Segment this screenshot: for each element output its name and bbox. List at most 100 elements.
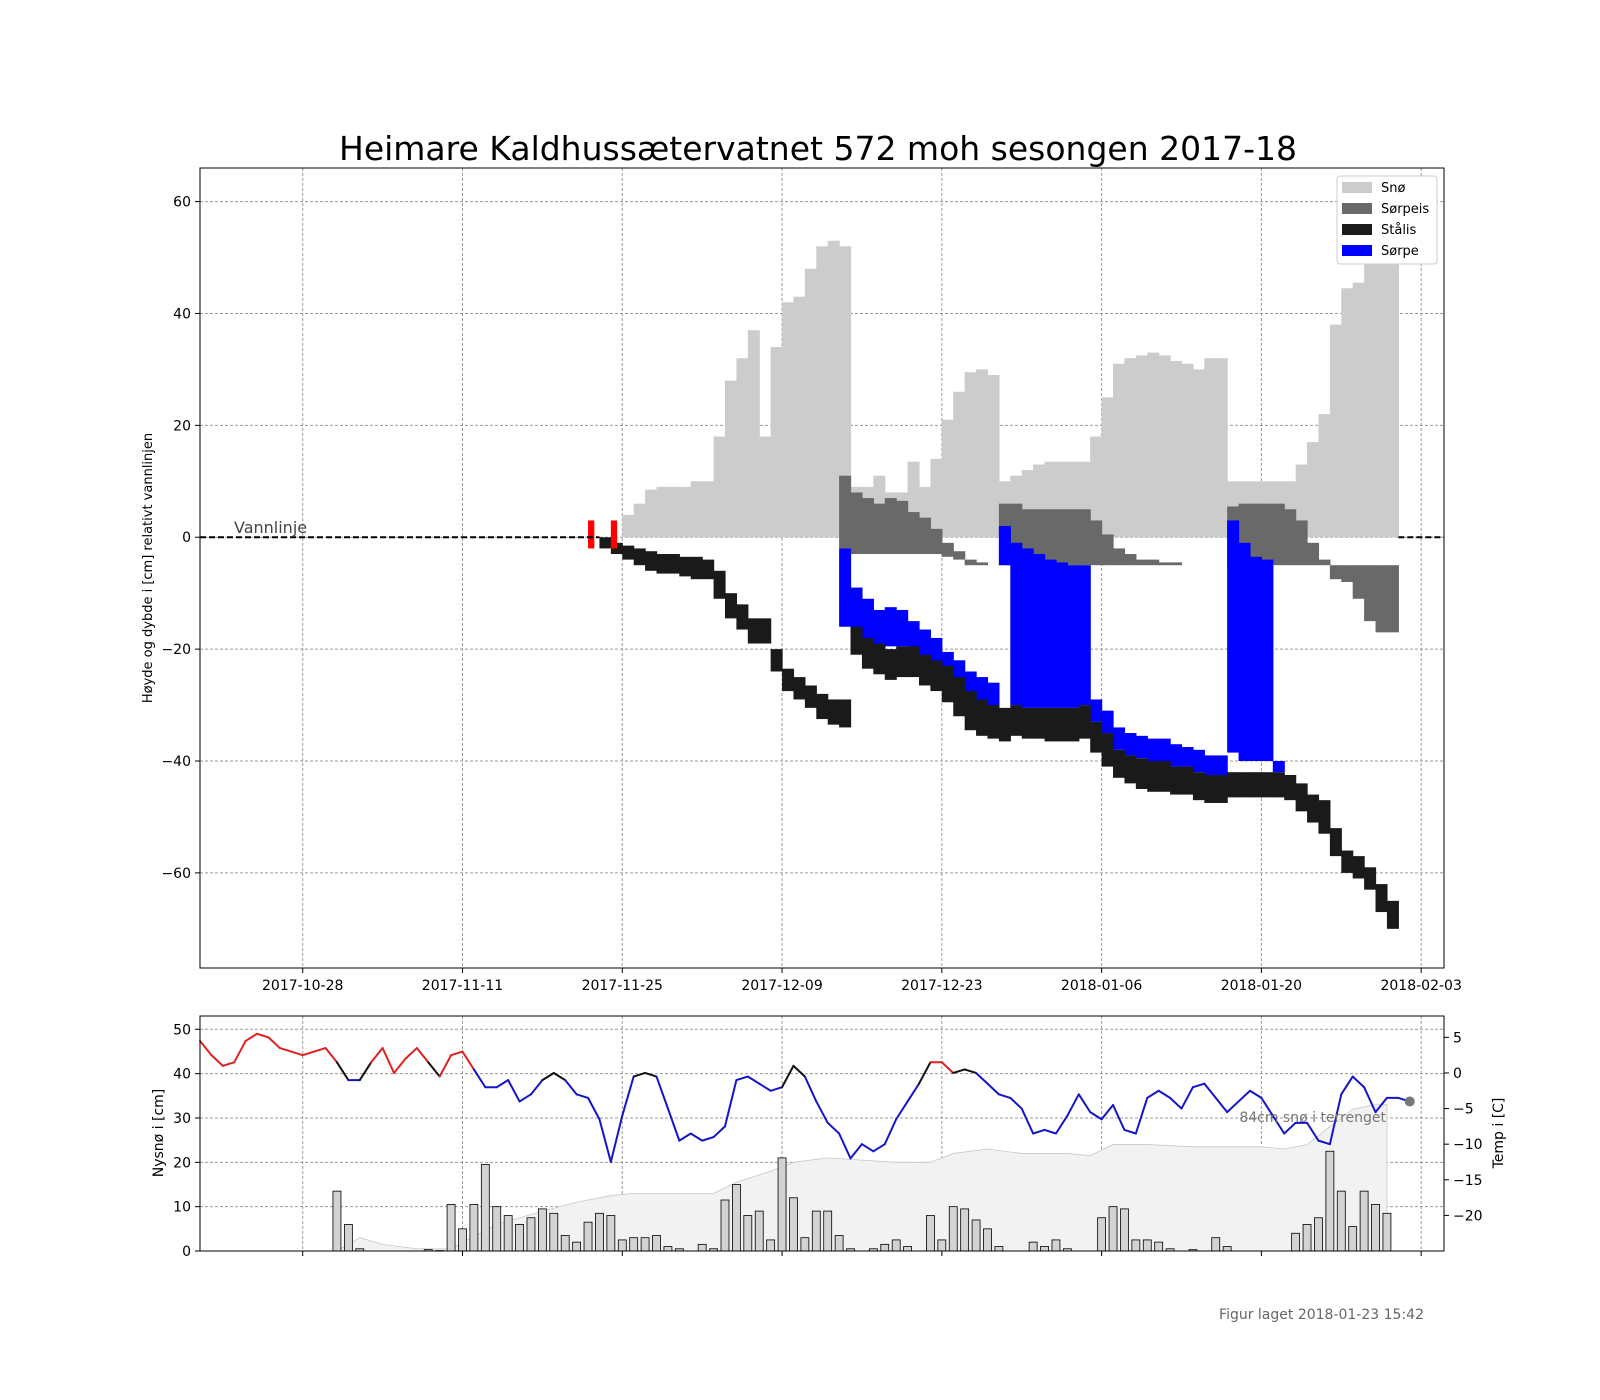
sørpe-bar [1204, 755, 1217, 775]
temperature-segment [1283, 1121, 1297, 1135]
stålis-bar [1192, 772, 1205, 801]
sørpeis-bar [1101, 534, 1114, 566]
temperature-segment [1374, 1096, 1388, 1114]
stålis-bar [804, 685, 817, 708]
new-snow-bar [1211, 1237, 1221, 1252]
temperature-segment [381, 1047, 396, 1074]
stålis-bar [1215, 774, 1228, 803]
snø-bar [1170, 361, 1183, 538]
snø-bar [770, 347, 783, 538]
temperature-segment [587, 1096, 601, 1121]
new-snow-bar [1120, 1208, 1129, 1252]
snø-bar [930, 458, 943, 538]
new-snow-bar [572, 1241, 582, 1252]
legend-label-sno: Snø [1381, 181, 1405, 196]
temperature-segment [267, 1036, 281, 1050]
sørpeis-bar [907, 512, 920, 555]
freeze-marker [610, 520, 618, 549]
temperature-segment [301, 1050, 316, 1057]
new-snow-bar [1108, 1206, 1118, 1252]
stålis-bar [633, 548, 646, 566]
snø-bar [702, 481, 715, 538]
sørpeis-bar [1295, 520, 1308, 566]
snø-bar [724, 380, 738, 538]
stålis-bar [1044, 707, 1057, 742]
temperature-segment [701, 1136, 715, 1142]
x-tick-label: 2018-02-03 [1380, 978, 1461, 994]
new-snow-bar [994, 1246, 1004, 1252]
new-snow-bar [663, 1246, 673, 1252]
temperature-segment [1134, 1096, 1149, 1135]
y-tick-label: 40 [173, 1067, 191, 1083]
temperature-segment [393, 1057, 407, 1074]
temperature-segment [518, 1093, 532, 1103]
sørpeis-bar [839, 475, 852, 549]
sørpe-bar [1272, 761, 1285, 773]
new-snow-bar [983, 1228, 992, 1252]
stålis-bar [793, 677, 806, 700]
sørpeis-bar [850, 492, 863, 555]
stålis-bar [1181, 766, 1194, 795]
y2-tick-label: −5 [1453, 1102, 1474, 1118]
new-snow-bar [823, 1210, 833, 1252]
snø-bar [987, 374, 1000, 538]
temperature-segment [1271, 1114, 1286, 1135]
snø-bar [1295, 464, 1308, 538]
snø-bar [827, 240, 840, 538]
sørpe-bar [884, 607, 897, 647]
snø-bar [1204, 358, 1217, 538]
snø-bar [690, 481, 703, 538]
new-snow-bar [948, 1206, 958, 1252]
temperature-segment [689, 1132, 704, 1142]
temperature-segment [415, 1047, 430, 1064]
temperature-segment [1146, 1089, 1160, 1099]
new-snow-bar [1028, 1241, 1038, 1252]
new-snow-bar [1040, 1246, 1049, 1252]
snø-bar [1375, 240, 1388, 538]
sørpeis-bar [1170, 562, 1183, 566]
new-snow-bar [1131, 1239, 1141, 1252]
figure-created-note: Figur laget 2018-01-23 15:42 [1219, 1307, 1424, 1323]
snø-bar [793, 296, 806, 538]
stålis-bar [1238, 772, 1251, 798]
temperature-segment [1351, 1075, 1366, 1089]
sørpe-bar [873, 609, 886, 650]
stålis-bar [1158, 761, 1171, 792]
new-snow-bar [606, 1215, 616, 1252]
snø-bar [667, 486, 680, 538]
sørpe-bar [1227, 520, 1240, 753]
new-snow-bar [458, 1228, 467, 1252]
weather-plot-frame [199, 1015, 1445, 1252]
temperature-segment [792, 1064, 806, 1078]
temperature-segment [621, 1075, 635, 1117]
temperature-segment [1191, 1082, 1206, 1089]
snø-bar [1124, 358, 1137, 538]
sørpeis-bar [1329, 565, 1342, 580]
new-snow-bar [971, 1219, 981, 1252]
stålis-bar [1307, 794, 1320, 823]
stålis-bar [1329, 828, 1342, 857]
new-snow-bar [480, 1164, 490, 1252]
new-snow-bar [720, 1199, 730, 1252]
snø-bar [1329, 324, 1342, 538]
new-snow-bar [503, 1215, 513, 1252]
snø-bar [1113, 363, 1126, 538]
y2-tick-label: −20 [1453, 1208, 1483, 1224]
new-snow-bar [629, 1237, 639, 1252]
snø-bar [1215, 358, 1228, 538]
temperature-segment [461, 1050, 475, 1071]
new-snow-bar [903, 1246, 912, 1252]
sørpeis-bar [976, 562, 989, 566]
temperature-segment [278, 1047, 293, 1053]
stålis-bar [759, 618, 772, 644]
sørpe-bar [1135, 735, 1148, 759]
sørpe-bar [1261, 559, 1274, 762]
temperature-segment [427, 1061, 441, 1078]
temperature-segment [952, 1068, 966, 1074]
y2-tick-label: −15 [1453, 1173, 1483, 1189]
snø-bar [782, 302, 795, 538]
stålis-bar [1341, 850, 1354, 873]
stålis-bar [1067, 707, 1080, 742]
stålis-bar [690, 556, 703, 580]
temperature-segment [1363, 1086, 1377, 1114]
